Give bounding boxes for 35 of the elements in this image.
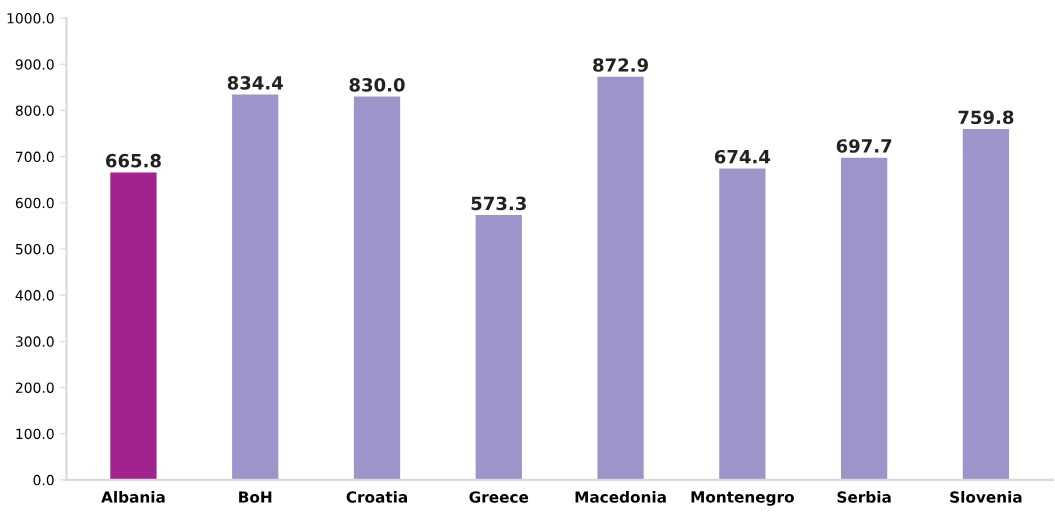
x-tick-label: Montenegro: [691, 491, 794, 506]
y-tick-label: 100.0: [16, 428, 54, 440]
y-tick-label: 500.0: [15, 243, 54, 255]
y-tick-label: 200.0: [15, 382, 54, 393]
y-tick-label: 800.0: [15, 105, 54, 116]
data-label: 759.8: [958, 110, 1014, 125]
bar: [962, 128, 1010, 480]
y-tick-label: 1000.0: [7, 13, 54, 24]
x-tick-label: Serbia: [837, 490, 891, 503]
data-label: 674.4: [714, 149, 771, 164]
x-tick-label: Croatia: [346, 490, 408, 503]
bar: [232, 94, 279, 480]
data-label: 573.3: [471, 196, 526, 211]
y-tick-label: 300.0: [15, 336, 54, 347]
x-tick-label: Greece: [469, 491, 529, 503]
y-tick-label: 400.0: [15, 290, 54, 301]
x-tick-label: BoH: [239, 491, 272, 503]
bar: [597, 76, 644, 480]
x-tick-label: Albania: [101, 490, 165, 503]
data-label: 872.9: [593, 58, 648, 72]
x-tick-label: Macedonia: [575, 490, 666, 503]
bar: [353, 96, 401, 480]
y-tick-label: 700.0: [16, 151, 54, 163]
data-label: 834.4: [227, 75, 283, 90]
x-tick-label: Slovenia: [950, 490, 1022, 503]
data-label: 697.7: [836, 139, 892, 153]
bar: [475, 215, 522, 480]
bar: [840, 157, 888, 480]
bar: [110, 172, 157, 480]
y-tick-label: 600.0: [15, 197, 54, 209]
y-tick-label: 0.0: [33, 474, 54, 486]
data-label: 830.0: [349, 78, 405, 92]
data-label: 665.8: [106, 153, 161, 168]
bar: [719, 168, 766, 480]
y-tick-label: 900.0: [15, 59, 54, 70]
